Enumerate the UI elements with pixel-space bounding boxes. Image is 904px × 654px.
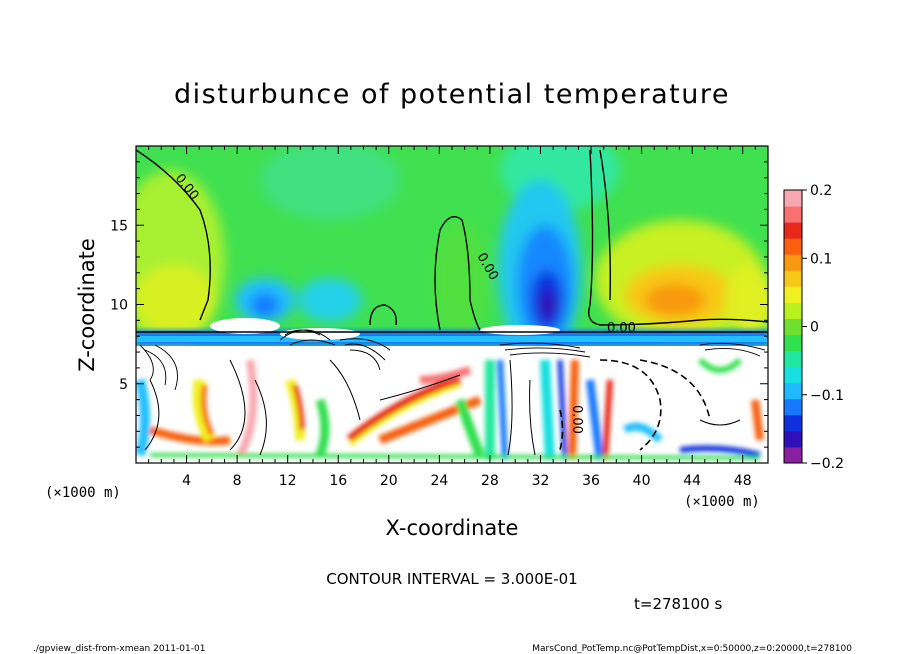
colorbar-segment	[784, 302, 802, 319]
colorbar-segment	[784, 430, 802, 448]
y-axis-label: Z-coordinate	[75, 238, 99, 372]
colorbar-tick-label: −0.1	[810, 388, 844, 404]
x-tick-label: 44	[683, 473, 701, 489]
colorbar-segment	[784, 286, 802, 303]
chart-title: disturbunce of potential temperature	[174, 79, 730, 110]
time-label: t=278100 s	[634, 595, 722, 613]
y-tick-label: 10	[110, 298, 128, 314]
colorbar-segment	[784, 414, 802, 432]
x-axis-label: X-coordinate	[386, 516, 519, 540]
colorbar-segment	[784, 190, 802, 207]
y-axis-ticks: 5 10 15	[110, 161, 768, 448]
contour-interval: CONTOUR INTERVAL = 3.000E-01	[326, 570, 577, 588]
colorbar-segment	[784, 334, 802, 352]
colorbar-segment	[784, 398, 802, 416]
colorbar-ticks: 0.2 0.1 0 −0.1 −0.2	[802, 183, 844, 472]
x-tick-label: 4	[182, 473, 191, 489]
x-tick-label: 36	[582, 473, 600, 489]
x-tick-label: 32	[532, 473, 550, 489]
x-axis-ticks: 4 8 12 16 20 24 28 32 36 40 44 48	[148, 146, 756, 489]
x-tick-label: 20	[380, 473, 398, 489]
y-tick-label: 5	[119, 377, 128, 393]
heatmap-field	[136, 146, 768, 463]
x-tick-label: 28	[481, 473, 499, 489]
z-axis-unit: (×1000 m)	[45, 485, 121, 501]
colorbar-segment	[784, 318, 802, 336]
colorbar-tick-label: −0.2	[810, 456, 844, 472]
colorbar-segment	[784, 446, 802, 464]
colorbar-segment	[784, 222, 802, 239]
colorbar-tick-label: 0.1	[810, 251, 832, 267]
x-tick-label: 12	[279, 473, 297, 489]
x-axis-unit: (×1000 m)	[684, 494, 760, 510]
colorbar-segment	[784, 382, 802, 400]
x-tick-label: 16	[329, 473, 347, 489]
contour-label: 0.00	[607, 321, 636, 336]
colorbar-segment	[784, 238, 802, 255]
x-tick-label: 40	[633, 473, 651, 489]
colorbar-tick-label: 0	[810, 320, 819, 336]
colorbar-segment	[784, 270, 802, 287]
footer-left: ./gpview_dist-from-xmean 2011-01-01	[33, 644, 205, 654]
colorbar-segment	[784, 206, 802, 223]
x-tick-label: 8	[233, 473, 242, 489]
colorbar-segment	[784, 254, 802, 271]
x-tick-label: 48	[734, 473, 752, 489]
colorbar-tick-label: 0.2	[810, 183, 832, 199]
colorbar	[784, 190, 802, 464]
footer-right: MarsCond_PotTemp.nc@PotTempDist,x=0:5000…	[532, 644, 852, 654]
colorbar-segment	[784, 366, 802, 384]
y-tick-label: 15	[110, 218, 128, 234]
contour-label: 0.00	[569, 405, 584, 434]
colorbar-segment	[784, 350, 802, 368]
x-tick-label: 24	[430, 473, 448, 489]
